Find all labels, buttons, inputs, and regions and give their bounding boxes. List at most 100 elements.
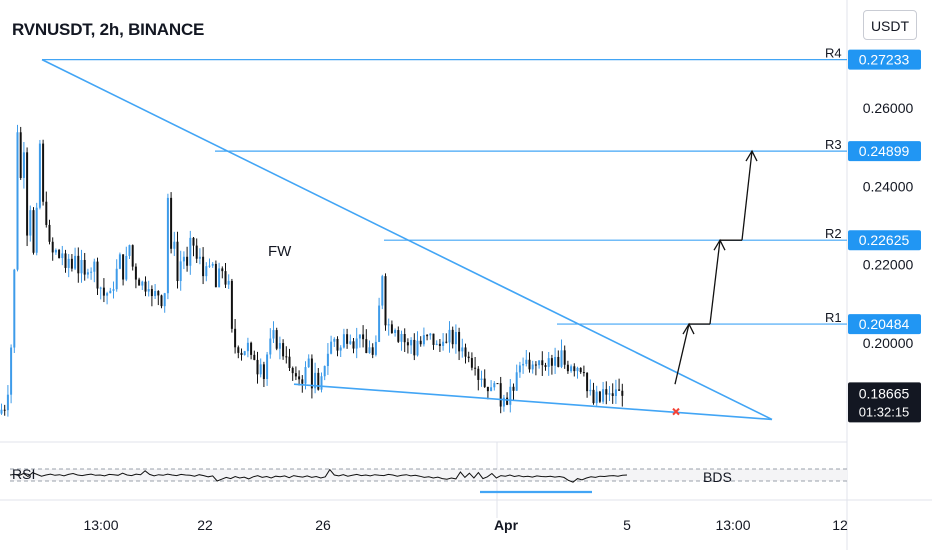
candle-body: [250, 342, 253, 355]
candle-body: [442, 341, 445, 346]
candle-body: [566, 364, 569, 372]
time-axis[interactable]: 13:00 22 26 Apr 5 13:00 12: [83, 517, 848, 533]
candle-body: [246, 342, 249, 352]
candle-body: [416, 340, 419, 356]
candle-body: [570, 366, 573, 372]
candle-body: [560, 350, 563, 367]
candle-body: [0, 409, 3, 414]
resistance-label-r3: R3: [825, 137, 842, 152]
price-axis-tick: 0.26000: [863, 100, 914, 116]
candle-body: [106, 293, 109, 296]
last-price-tag: [848, 382, 921, 423]
candle-body: [96, 261, 99, 289]
candle-body: [525, 359, 528, 364]
candle-body: [192, 237, 195, 246]
candle-body: [35, 207, 38, 253]
countdown-text: 01:32:15: [859, 404, 910, 419]
price-axis-tick: 0.20000: [863, 335, 914, 351]
currency-button[interactable]: USDT: [863, 10, 917, 40]
candle-body: [170, 197, 173, 249]
candle-body: [358, 334, 361, 339]
candle-body: [320, 376, 323, 390]
candle-body: [576, 367, 579, 372]
candle-body: [362, 334, 365, 340]
candle-body: [278, 343, 281, 349]
candle-body: [214, 263, 217, 288]
candle-body: [118, 254, 121, 269]
candle-body: [211, 263, 214, 266]
candle-body: [586, 372, 589, 392]
candle-body: [310, 358, 313, 389]
candle-body: [589, 389, 592, 392]
candle-body: [205, 266, 208, 277]
candle-body: [176, 241, 179, 282]
candle-body: [19, 132, 22, 178]
candle-body: [355, 338, 358, 349]
drawing-layer[interactable]: R4 R3 R2 R1 FW: [41, 46, 847, 421]
time-axis-tick: Apr: [494, 517, 519, 533]
projection-segment: [709, 240, 721, 325]
time-axis-tick: 13:00: [715, 517, 750, 533]
candle-body: [45, 201, 48, 225]
candle-body: [477, 368, 480, 380]
rsi-label: RSI: [12, 466, 35, 482]
resistance-label-r2: R2: [825, 226, 842, 241]
candle-body: [515, 372, 518, 391]
candle-body: [342, 334, 345, 348]
candle-body: [32, 210, 35, 253]
candle-series: [0, 124, 624, 417]
candle-body: [317, 372, 320, 390]
candle-body: [429, 333, 432, 336]
candle-body: [259, 364, 262, 375]
price-tag-r2: [848, 230, 921, 251]
candle-body: [160, 295, 163, 307]
candle-body: [173, 241, 176, 249]
candle-body: [224, 271, 227, 285]
candle-body: [563, 350, 566, 365]
candle-body: [186, 256, 189, 266]
candle-body: [307, 358, 310, 368]
price-axis[interactable]: 0.272330.248990.226250.204840.280000.260…: [848, 22, 921, 423]
candle-body: [150, 289, 153, 297]
candle-body: [534, 364, 537, 366]
candle-body: [301, 379, 304, 384]
candle-body: [550, 358, 553, 366]
candle-body: [144, 281, 147, 292]
candle-body: [502, 397, 505, 407]
candle-body: [51, 241, 54, 253]
candle-body: [435, 343, 438, 345]
candle-body: [371, 347, 374, 355]
candle-body: [67, 258, 70, 268]
candle-body: [422, 335, 425, 345]
candle-body: [470, 358, 473, 368]
price-axis-tick: 0.24000: [863, 178, 914, 194]
candle-body: [86, 272, 89, 275]
candle-body: [413, 339, 416, 356]
candle-body: [499, 383, 502, 407]
candle-body: [298, 376, 301, 380]
candle-body: [166, 197, 169, 294]
candle-body: [154, 291, 157, 297]
candle-body: [202, 256, 205, 277]
candle-body: [454, 331, 457, 345]
projection-arrowhead: [713, 238, 726, 251]
candle-body: [131, 245, 134, 267]
candle-body: [538, 360, 541, 366]
time-axis-tick: 5: [623, 517, 631, 533]
candle-body: [339, 347, 342, 351]
candle-body: [486, 386, 489, 392]
rsi-line: [9, 468, 628, 483]
candle-body: [179, 261, 182, 282]
candle-body: [598, 391, 601, 402]
candle-body: [218, 268, 221, 288]
candle-body: [544, 365, 547, 367]
wedge-upper-line: [41, 58, 773, 421]
projection-arrowhead: [682, 322, 695, 335]
candle-body: [269, 338, 272, 355]
candle-body: [16, 132, 19, 270]
price-tag-r3: [848, 141, 921, 162]
candle-body: [38, 143, 41, 208]
